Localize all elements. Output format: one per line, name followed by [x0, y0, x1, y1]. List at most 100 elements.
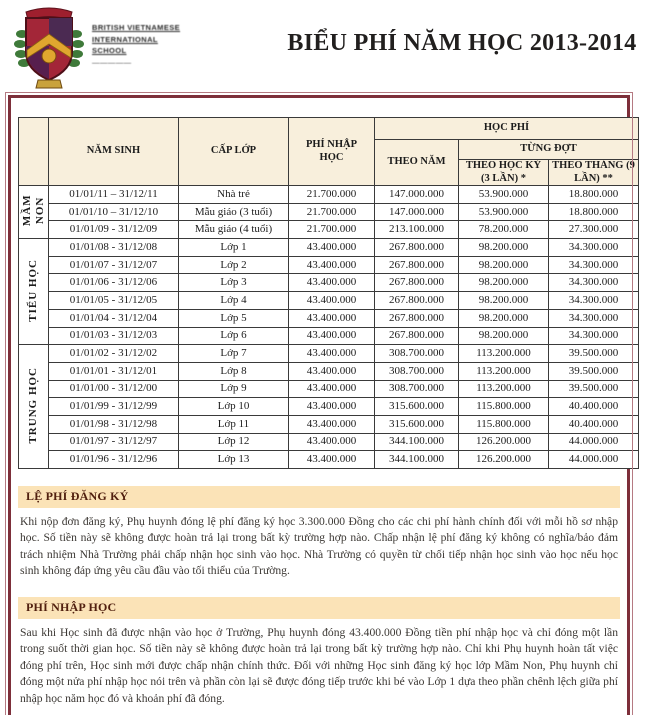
- birth-year-cell: 01/01/98 - 31/12/98: [48, 414, 179, 434]
- term-fee-cell: 53.900.000: [458, 185, 549, 204]
- annual-fee-cell: 308.700.000: [374, 361, 459, 381]
- birth-year-cell: 01/01/99 - 31/12/99: [48, 397, 179, 416]
- table-row: TRUNG HỌC 01/01/02 - 31/12/02 Lớp 7 43.400.…: [18, 344, 640, 469]
- table-row: 01/01/10 – 31/12/10 Mẫu giáo (3 tuổi) 21.7…: [19, 202, 640, 222]
- annual-fee-cell: 267.800.000: [374, 255, 459, 275]
- admission-fee-cell: 43.400.000: [288, 379, 375, 399]
- term-fee-cell: 98.200.000: [458, 291, 549, 310]
- birth-year-cell: 01/01/10 – 31/12/10: [48, 202, 179, 222]
- document-frame: NĂM SINH CẤP LỚP PHÍ NHẬP HỌC HỌC PHÍ TH…: [5, 92, 640, 715]
- annual-fee-cell: 147.000.000: [374, 185, 459, 204]
- fee-table-header: NĂM SINH CẤP LỚP PHÍ NHẬP HỌC HỌC PHÍ TH…: [18, 117, 640, 186]
- birth-year-cell: 01/01/97 - 31/12/97: [48, 432, 179, 452]
- term-fee-cell: 126.200.000: [458, 432, 549, 452]
- annual-fee-cell: 267.800.000: [374, 308, 459, 328]
- table-row: 01/01/97 - 31/12/97 Lớp 12 43.400.000 344.1…: [19, 432, 640, 452]
- monthly-fee-cell: 39.500.000: [547, 361, 640, 381]
- grade-cell: Lớp 9: [178, 379, 289, 399]
- annual-fee-cell: 267.800.000: [374, 238, 459, 257]
- term-fee-cell: 98.200.000: [458, 273, 549, 293]
- admission-fee-cell: 43.400.000: [288, 344, 375, 363]
- birth-year-cell: 01/01/01 - 31/12/01: [48, 361, 179, 381]
- admission-fee-cell: 43.400.000: [288, 255, 375, 275]
- monthly-fee-cell: 34.300.000: [547, 238, 640, 257]
- term-fee-cell: 115.800.000: [458, 397, 549, 416]
- monthly-fee-cell: 44.000.000: [547, 450, 640, 469]
- grade-cell: Lớp 1: [178, 238, 289, 257]
- term-fee-cell: 98.200.000: [458, 326, 549, 346]
- birth-year-cell: 01/01/09 - 31/12/09: [48, 220, 179, 240]
- monthly-fee-cell: 27.300.000: [547, 220, 640, 240]
- table-row: 01/01/98 - 31/12/98 Lớp 11 43.400.000 315.6…: [19, 414, 640, 434]
- birth-year-cell: 01/01/05 - 31/12/05: [48, 291, 179, 310]
- term-fee-cell: 98.200.000: [458, 308, 549, 328]
- school-name-line: BRITISH VIETNAMESE: [92, 23, 181, 32]
- admission-fee-cell: 21.700.000: [288, 202, 375, 222]
- masthead: BRITISH VIETNAMESE INTERNATIONAL SCHOOL …: [0, 0, 660, 95]
- col-header-birth-year: NĂM SINH: [48, 117, 179, 186]
- admission-fee-cell: 43.400.000: [288, 291, 375, 310]
- term-fee-cell: 98.200.000: [458, 255, 549, 275]
- col-header-tuition: HỌC PHÍ: [373, 117, 640, 140]
- fee-table-body: MẦM NON 01/01/11 – 31/12/11 Nhà trẻ 21.700.…: [18, 184, 640, 469]
- grade-cell: Lớp 11: [178, 414, 289, 434]
- table-row: 01/01/96 - 31/12/96 Lớp 13 43.400.000 344.1…: [19, 450, 640, 469]
- grade-cell: Lớp 10: [178, 397, 289, 416]
- term-fee-cell: 113.200.000: [458, 344, 549, 363]
- table-row: 01/01/06 - 31/12/06 Lớp 3 43.400.000 267.80…: [19, 273, 640, 293]
- admission-fee-cell: 43.400.000: [288, 450, 375, 469]
- grade-cell: Lớp 8: [178, 361, 289, 381]
- admission-fee-cell: 43.400.000: [288, 273, 375, 293]
- birth-year-cell: 01/01/00 - 31/12/00: [48, 379, 179, 399]
- birth-year-cell: 01/01/06 - 31/12/06: [48, 273, 179, 293]
- monthly-fee-cell: 18.800.000: [547, 202, 640, 222]
- annual-fee-cell: 315.600.000: [374, 414, 459, 434]
- annual-fee-cell: 267.800.000: [374, 291, 459, 310]
- monthly-fee-cell: 34.300.000: [547, 308, 640, 328]
- monthly-fee-cell: 18.800.000: [547, 185, 640, 204]
- table-row: 01/01/03 - 31/12/03 Lớp 6 43.400.000 267.80…: [19, 326, 640, 346]
- grade-cell: Lớp 6: [178, 326, 289, 346]
- grade-cell: Lớp 12: [178, 432, 289, 452]
- annual-fee-cell: 147.000.000: [374, 202, 459, 222]
- admission-fee-cell: 43.400.000: [288, 397, 375, 416]
- admission-fee-cell: 43.400.000: [288, 414, 375, 434]
- section-heading-admission-fee: PHÍ NHẬP HỌC: [18, 596, 620, 619]
- annual-fee-cell: 344.100.000: [374, 432, 459, 452]
- col-header-admission-fee: PHÍ NHẬP HỌC: [288, 117, 375, 186]
- table-row: 01/01/07 - 31/12/07 Lớp 2 43.400.000 267.80…: [19, 255, 640, 275]
- annual-fee-cell: 308.700.000: [374, 344, 459, 363]
- page-title: BIỂU PHÍ NĂM HỌC 2013-2014: [287, 30, 637, 56]
- monthly-fee-cell: 34.300.000: [547, 255, 640, 275]
- monthly-fee-cell: 39.500.000: [547, 379, 640, 399]
- table-row: 01/01/05 - 31/12/05 Lớp 4 43.400.000 267.80…: [19, 291, 640, 310]
- grade-cell: Mẫu giáo (4 tuổi): [178, 220, 289, 240]
- admission-fee-cell: 43.400.000: [288, 361, 375, 381]
- school-name-line: INTERNATIONAL: [92, 34, 158, 44]
- admission-fee-cell: 21.700.000: [288, 185, 375, 204]
- term-fee-cell: 115.800.000: [458, 414, 549, 434]
- term-fee-cell: 98.200.000: [458, 238, 549, 257]
- annual-fee-cell: 213.100.000: [374, 220, 459, 240]
- group-column-header: [18, 117, 49, 186]
- annual-fee-cell: 308.700.000: [374, 379, 459, 399]
- term-fee-cell: 78.200.000: [458, 220, 549, 240]
- grade-cell: Mẫu giáo (3 tuổi): [178, 202, 289, 222]
- table-row: 01/01/00 - 31/12/00 Lớp 9 43.400.000 308.70…: [19, 379, 640, 399]
- grade-cell: Lớp 7: [178, 344, 289, 363]
- school-name-line: SCHOOL: [92, 46, 127, 56]
- birth-year-cell: 01/01/96 - 31/12/96: [48, 450, 179, 469]
- annual-fee-cell: 267.800.000: [374, 273, 459, 293]
- section-heading-registration-fee: LỆ PHÍ ĐĂNG KÝ: [18, 486, 620, 508]
- term-fee-cell: 53.900.000: [458, 202, 549, 222]
- group-label-mam-non: MẦM NON: [18, 184, 49, 240]
- school-crest-logo: [14, 7, 84, 89]
- monthly-fee-cell: 34.300.000: [547, 291, 640, 310]
- monthly-fee-cell: 39.500.000: [547, 344, 640, 363]
- grade-cell: Lớp 13: [178, 450, 289, 469]
- table-row: 01/01/99 - 31/12/99 Lớp 10 43.400.000 315.6…: [19, 397, 640, 416]
- birth-year-cell: 01/01/03 - 31/12/03: [48, 326, 179, 346]
- table-row: TIỂU HỌC 01/01/08 - 31/12/08 Lớp 1 43.400.0…: [18, 238, 640, 346]
- monthly-fee-cell: 34.300.000: [547, 326, 640, 346]
- table-row: 01/01/01 - 31/12/01 Lớp 8 43.400.000 308.70…: [19, 361, 640, 381]
